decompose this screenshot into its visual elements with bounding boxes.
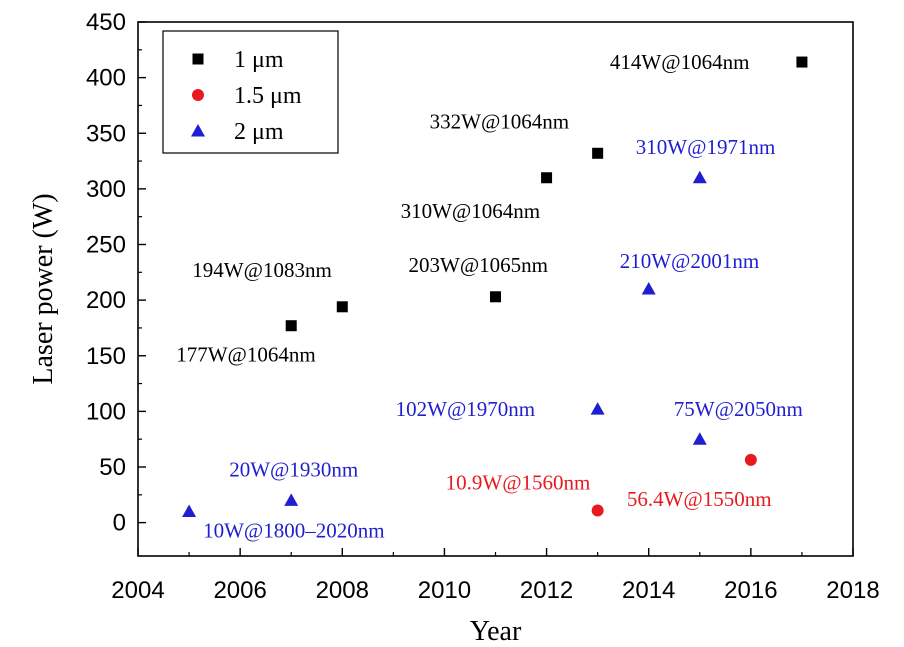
data-point-square <box>592 147 604 159</box>
legend: 1 μm 1.5 μm 2 μm <box>162 30 339 154</box>
data-label: 332W@1064nm <box>430 109 569 133</box>
y-tick-label: 350 <box>86 120 126 147</box>
data-label: 194W@1083nm <box>192 258 331 282</box>
x-tick-label: 2010 <box>418 577 471 604</box>
legend-label: 1.5 μm <box>234 83 302 109</box>
x-tick-label: 2016 <box>724 577 777 604</box>
data-label: 20W@1930nm <box>229 457 358 481</box>
legend-label: 1 μm <box>234 47 284 73</box>
data-label: 10W@1800–2020nm <box>203 519 384 543</box>
data-labels: 177W@1064nm 194W@1083nm 203W@1065nm 310W@10… <box>176 50 803 542</box>
data-point-triangle <box>590 402 605 415</box>
data-point-square <box>285 320 297 332</box>
data-point-triangle <box>284 493 299 506</box>
legend-marker-square <box>192 53 204 65</box>
data-point-triangle <box>692 170 707 184</box>
data-label: 56.4W@1550nm <box>627 487 772 511</box>
data-label: 210W@2001nm <box>620 249 760 273</box>
legend-label: 2 μm <box>234 119 284 145</box>
data-label: 203W@1065nm <box>409 253 549 277</box>
data-marks <box>182 56 808 517</box>
data-point-circle <box>744 453 757 466</box>
data-label: 310W@1971nm <box>636 135 776 159</box>
data-point-triangle <box>641 282 656 295</box>
x-tick-label: 2008 <box>316 577 369 604</box>
data-point-triangle <box>182 504 197 517</box>
y-tick-label: 50 <box>99 454 126 481</box>
legend-marker-triangle <box>191 124 205 137</box>
x-tick-label: 2012 <box>520 577 573 604</box>
data-point-square <box>541 172 553 184</box>
y-tick-label: 200 <box>86 287 126 314</box>
axis-ticks <box>137 21 854 556</box>
data-label: 177W@1064nm <box>176 343 316 367</box>
x-axis-title: Year <box>470 616 522 647</box>
data-label: 102W@1970nm <box>396 397 535 421</box>
y-tick-label: 450 <box>86 9 126 36</box>
data-label: 10.9W@1560nm <box>446 470 591 494</box>
x-tick-label: 2004 <box>111 577 164 604</box>
data-point-square <box>336 301 348 313</box>
y-axis-title: Laser power (W) <box>28 193 59 384</box>
legend-box <box>162 30 339 154</box>
y-tick-label: 400 <box>86 65 126 92</box>
y-tick-label: 0 <box>113 510 126 537</box>
data-point-square <box>490 291 501 303</box>
x-tick-label: 2018 <box>826 577 879 604</box>
data-label: 414W@1064nm <box>610 50 750 74</box>
y-tick-label: 250 <box>86 232 126 259</box>
data-point-triangle <box>692 432 707 445</box>
data-point-square <box>796 56 808 68</box>
x-tick-label: 2014 <box>622 577 675 604</box>
x-tick-label: 2006 <box>213 577 266 604</box>
legend-marker-circle <box>192 89 204 101</box>
data-label: 75W@2050nm <box>674 397 803 421</box>
y-tick-label: 100 <box>86 398 126 425</box>
data-label: 310W@1064nm <box>401 199 540 223</box>
y-tick-label: 300 <box>86 176 126 203</box>
data-point-circle <box>591 504 604 517</box>
tick-labels: 2004 2006 2008 2010 2012 2014 2016 2018 0 50 100 15… <box>86 9 880 604</box>
y-tick-label: 150 <box>86 343 126 370</box>
